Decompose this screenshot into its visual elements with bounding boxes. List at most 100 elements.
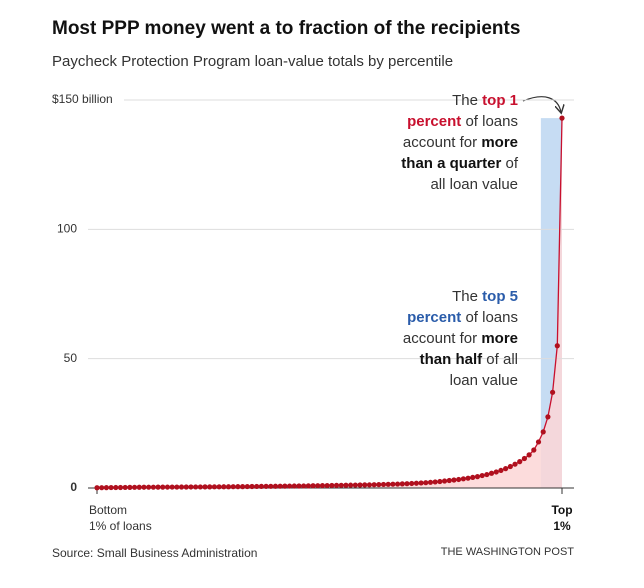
- point: [301, 483, 307, 489]
- point: [183, 484, 189, 490]
- point: [131, 484, 138, 490]
- point: [517, 459, 523, 465]
- point: [155, 484, 161, 490]
- point: [305, 483, 311, 489]
- point: [99, 485, 105, 491]
- point: [390, 481, 396, 487]
- x-tick-label: Bottom 1% of loans: [89, 503, 152, 533]
- point: [282, 483, 288, 489]
- point: [211, 484, 218, 490]
- annotation-text: of all loan value: [430, 155, 518, 193]
- point: [352, 482, 358, 488]
- point: [296, 483, 302, 489]
- point: [240, 484, 246, 490]
- annotation-text: top 1 percent: [407, 92, 518, 130]
- point: [371, 482, 377, 488]
- point: [286, 483, 293, 489]
- point: [291, 483, 297, 489]
- annotation-text: more than a quarter: [401, 134, 518, 172]
- point: [503, 466, 509, 472]
- point: [329, 482, 335, 489]
- point: [446, 477, 452, 484]
- point: [437, 478, 443, 485]
- point: [451, 477, 457, 483]
- annotation-text: of all loan value: [449, 351, 518, 389]
- point: [141, 484, 147, 490]
- point: [174, 484, 180, 490]
- point: [432, 479, 438, 485]
- point: [164, 484, 171, 490]
- point: [230, 484, 236, 490]
- annotation-arrow: [522, 96, 561, 112]
- point: [550, 389, 556, 395]
- chart-subtitle: Paycheck Protection Program loan-value t…: [52, 53, 454, 70]
- point: [348, 482, 354, 488]
- point: [427, 479, 434, 485]
- point: [235, 484, 241, 490]
- point: [254, 483, 260, 490]
- point: [108, 484, 114, 491]
- point: [385, 481, 391, 487]
- point: [493, 469, 499, 475]
- point: [460, 476, 466, 482]
- annotation-text: more than half: [419, 330, 518, 368]
- point: [540, 429, 546, 435]
- point: [117, 484, 124, 491]
- point: [470, 474, 476, 480]
- point: [113, 484, 119, 491]
- point: [521, 455, 528, 462]
- point: [380, 481, 387, 488]
- point: [169, 484, 175, 490]
- point: [413, 480, 419, 486]
- point: [366, 482, 373, 488]
- point: [333, 482, 340, 488]
- point: [545, 414, 551, 420]
- y-tick-label: 50: [64, 351, 78, 365]
- point: [178, 484, 185, 490]
- point: [263, 483, 269, 489]
- point: [362, 482, 368, 488]
- point: [103, 485, 109, 491]
- point: [277, 483, 283, 489]
- point: [465, 475, 471, 481]
- point: [512, 461, 518, 467]
- point: [122, 484, 128, 491]
- point: [258, 483, 264, 489]
- point: [423, 480, 429, 486]
- y-tick-label: $150 billion: [52, 92, 113, 106]
- point: [127, 484, 133, 490]
- point: [150, 484, 156, 490]
- point: [225, 484, 232, 490]
- point: [559, 115, 565, 121]
- point: [399, 481, 405, 487]
- y-tick-label: 0: [70, 480, 77, 494]
- point: [268, 483, 274, 489]
- point: [310, 483, 316, 489]
- annotation-text: of loans account for: [402, 309, 518, 347]
- point: [479, 472, 485, 479]
- point: [160, 484, 166, 490]
- point: [376, 481, 382, 488]
- point: [441, 478, 448, 484]
- point: [136, 484, 142, 490]
- point: [418, 480, 424, 486]
- point: [244, 483, 250, 490]
- y-tick-label: 100: [57, 222, 77, 236]
- point: [272, 483, 279, 489]
- point: [531, 447, 537, 453]
- point: [188, 484, 194, 490]
- credit: THE WASHINGTON POST: [440, 546, 574, 558]
- point: [554, 343, 560, 349]
- point: [484, 471, 490, 478]
- point: [146, 484, 152, 490]
- point: [197, 484, 203, 490]
- point: [343, 482, 349, 488]
- point: [221, 484, 227, 490]
- point: [193, 484, 199, 490]
- point: [456, 476, 462, 483]
- point: [507, 463, 513, 470]
- point: [526, 452, 532, 458]
- point: [216, 484, 222, 490]
